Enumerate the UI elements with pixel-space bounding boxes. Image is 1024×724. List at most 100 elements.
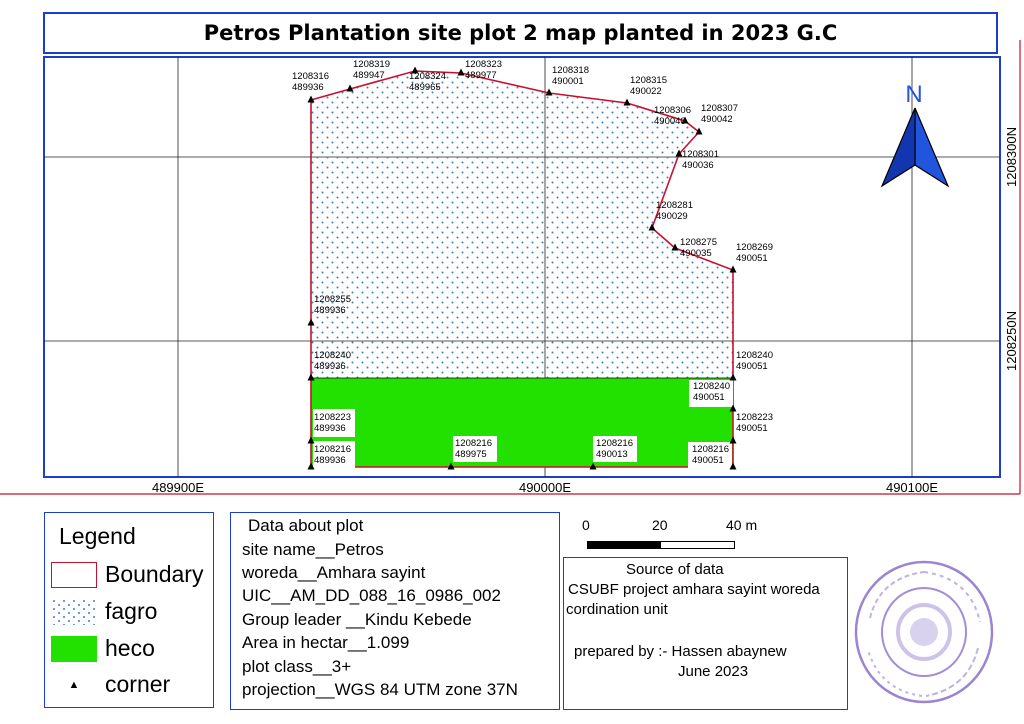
plot-info-line: projection__WGS 84 UTM zone 37N [242, 680, 518, 699]
corner-northing-label: 1208323 [465, 59, 502, 70]
corner-northing-label: 1208240 [736, 350, 773, 361]
corner-easting-label: 490013 [596, 449, 628, 460]
corner-northing-label: 1208281 [656, 200, 693, 211]
prepared-by: prepared by :- Hassen abaynew [574, 643, 787, 660]
corner-marker [346, 84, 354, 92]
fagro-area [311, 71, 733, 378]
map-title: Petros Plantation site plot 2 map plante… [203, 21, 838, 45]
corner-easting-label: 490042 [701, 114, 733, 125]
corner-marker [307, 318, 315, 326]
heco-swatch [51, 635, 97, 662]
corner-northing-label: 1208269 [736, 242, 773, 253]
plot-info-line: Area in hectar__1.099 [242, 633, 410, 652]
corner-marker [623, 98, 631, 106]
corner-triangle-icon: ▲ [68, 678, 80, 691]
legend-item-fagro: fagro [51, 598, 157, 625]
corner-easting-label: 489936 [314, 423, 346, 434]
corner-easting-label: 490051 [693, 392, 725, 403]
map-title-box: Petros Plantation site plot 2 map plante… [43, 12, 998, 54]
corner-northing-label: 1208315 [630, 75, 667, 86]
corner-easting-label: 490051 [736, 423, 768, 434]
legend-title: Legend [59, 523, 136, 549]
corner-marker [729, 404, 737, 412]
north-label: N [905, 81, 922, 108]
corner-marker [545, 88, 553, 96]
legend-item-boundary: Boundary [51, 561, 203, 588]
legend-label: corner [105, 671, 171, 697]
corner-marker [675, 149, 683, 157]
corner-easting-label: 489965 [409, 82, 441, 93]
legend-box: Legend Boundary fagro heco ▲ corner [44, 512, 214, 708]
corner-northing-label: 1208216 [314, 444, 351, 455]
corner-marker [307, 373, 315, 381]
legend-item-corner: ▲ corner [51, 671, 171, 698]
corner-easting-label: 490051 [736, 253, 768, 264]
corner-northing-label: 1208301 [682, 149, 719, 160]
corner-northing-label: 1208223 [736, 412, 773, 423]
source-line: CSUBF project amhara sayint woreda [568, 581, 820, 598]
corner-marker [307, 436, 315, 444]
corner-northing-label: 1208307 [701, 103, 738, 114]
corner-easting-label: 490036 [682, 160, 714, 171]
scale-label: 0 [582, 517, 590, 533]
corner-northing-label: 1208316 [292, 71, 329, 82]
boundary-swatch [51, 561, 97, 588]
corner-marker [307, 95, 315, 103]
corner-marker [457, 68, 465, 76]
scale-label: 20 [652, 517, 668, 533]
corner-marker [729, 462, 737, 470]
fagro-swatch [51, 598, 97, 625]
corner-marker [729, 265, 737, 273]
corner-northing-label: 1208216 [596, 438, 633, 449]
legend-label: heco [105, 635, 155, 661]
source-heading: Source of data [626, 561, 724, 578]
corner-marker [695, 127, 703, 135]
plot-info-line: UIC__AM_DD_088_16_0986_002 [242, 586, 501, 605]
corner-easting-label: 490029 [656, 211, 688, 222]
corner-marker [729, 373, 737, 381]
corner-easting-label: 489975 [455, 449, 487, 460]
corner-easting-label: 489947 [353, 70, 385, 81]
scale-label: 40 m [726, 517, 758, 533]
source-box: Source of data CSUBF project amhara sayi… [563, 557, 848, 710]
corner-marker [648, 223, 656, 231]
corner-easting-label: 490051 [692, 455, 724, 466]
corner-marker [411, 66, 419, 74]
corner-northing-label: 1208324 [409, 71, 446, 82]
plot-info-line: plot class__3+ [242, 657, 352, 676]
corner-easting-label: 490040 [654, 116, 686, 127]
x-tick-label: 490100E [886, 480, 938, 495]
y-tick-label: 1208250N [1004, 311, 1019, 371]
y-tick-label: 1208300N [1004, 127, 1019, 187]
corner-marker [671, 243, 679, 251]
plot-info-box: Data about plot site name__Petros woreda… [230, 512, 560, 710]
corner-easting-label: 490035 [680, 248, 712, 259]
legend-label: Boundary [105, 561, 204, 587]
corner-marker [589, 462, 597, 470]
source-line: cordination unit [566, 601, 668, 618]
corner-easting-label: 490001 [552, 76, 584, 87]
corner-northing-label: 1208223 [314, 412, 351, 423]
corner-easting-label: 489936 [314, 361, 346, 372]
x-tick-label: 489900E [152, 480, 204, 495]
corner-northing-label: 1208240 [693, 381, 730, 392]
legend-label: fagro [105, 598, 158, 624]
corner-easting-label: 489977 [465, 70, 497, 81]
corner-northing-label: 1208319 [353, 59, 390, 70]
corner-northing-label: 1208318 [552, 65, 589, 76]
corner-easting-label: 490022 [630, 86, 662, 97]
corner-northing-label: 1208275 [680, 237, 717, 248]
label-backgrounds [313, 380, 733, 469]
corner-marker [307, 462, 315, 470]
plot-info-heading: Data about plot [248, 516, 364, 535]
corner-easting-label: 489936 [292, 82, 324, 93]
x-tick-label: 490000E [519, 480, 571, 495]
north-arrow: N [880, 81, 950, 188]
official-stamp [854, 560, 994, 704]
corner-marker [447, 462, 455, 470]
corner-northing-label: 1208216 [455, 438, 492, 449]
plot-info-line: woreda__Amhara sayint [242, 563, 426, 582]
heco-area [310, 377, 734, 468]
corner-northing-label: 1208306 [654, 105, 691, 116]
